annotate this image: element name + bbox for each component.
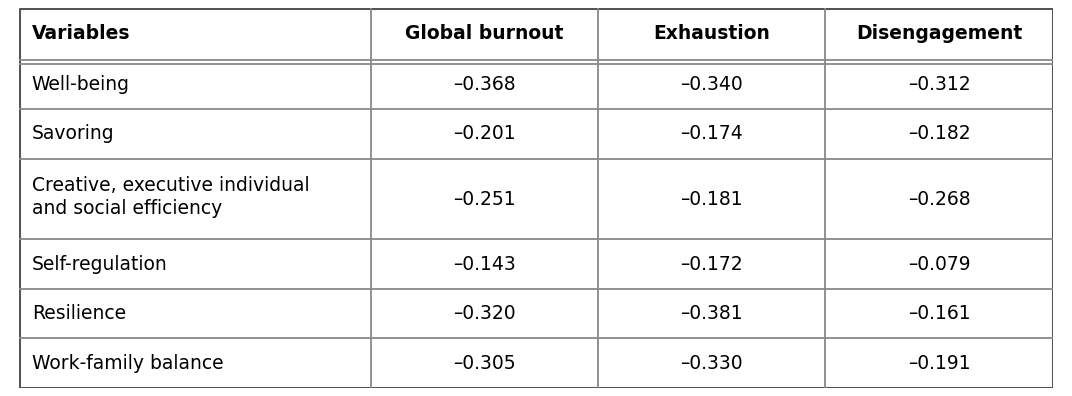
Text: –0.172: –0.172 bbox=[681, 255, 743, 274]
Text: Disengagement: Disengagement bbox=[855, 24, 1023, 43]
Text: –0.368: –0.368 bbox=[453, 75, 516, 94]
Text: Savoring: Savoring bbox=[32, 124, 115, 143]
Text: –0.174: –0.174 bbox=[681, 124, 743, 143]
Text: –0.201: –0.201 bbox=[453, 124, 516, 143]
Text: –0.079: –0.079 bbox=[908, 255, 970, 274]
Text: Variables: Variables bbox=[32, 24, 130, 43]
Text: –0.381: –0.381 bbox=[681, 304, 743, 323]
Text: Self-regulation: Self-regulation bbox=[32, 255, 167, 274]
Text: –0.320: –0.320 bbox=[453, 304, 516, 323]
Text: –0.312: –0.312 bbox=[908, 75, 970, 94]
Text: –0.268: –0.268 bbox=[908, 190, 970, 209]
Text: –0.251: –0.251 bbox=[453, 190, 516, 209]
Text: Exhaustion: Exhaustion bbox=[653, 24, 770, 43]
Text: –0.340: –0.340 bbox=[681, 75, 743, 94]
Text: Resilience: Resilience bbox=[32, 304, 125, 323]
Text: –0.191: –0.191 bbox=[908, 354, 970, 373]
Text: –0.143: –0.143 bbox=[453, 255, 516, 274]
Text: –0.305: –0.305 bbox=[453, 354, 516, 373]
Text: Global burnout: Global burnout bbox=[405, 24, 564, 43]
Text: Well-being: Well-being bbox=[32, 75, 130, 94]
Text: –0.161: –0.161 bbox=[908, 304, 970, 323]
Text: Work-family balance: Work-family balance bbox=[32, 354, 223, 373]
Text: –0.330: –0.330 bbox=[681, 354, 743, 373]
Text: –0.182: –0.182 bbox=[908, 124, 970, 143]
Text: –0.181: –0.181 bbox=[681, 190, 743, 209]
Text: Creative, executive individual
and social efficiency: Creative, executive individual and socia… bbox=[32, 176, 310, 218]
